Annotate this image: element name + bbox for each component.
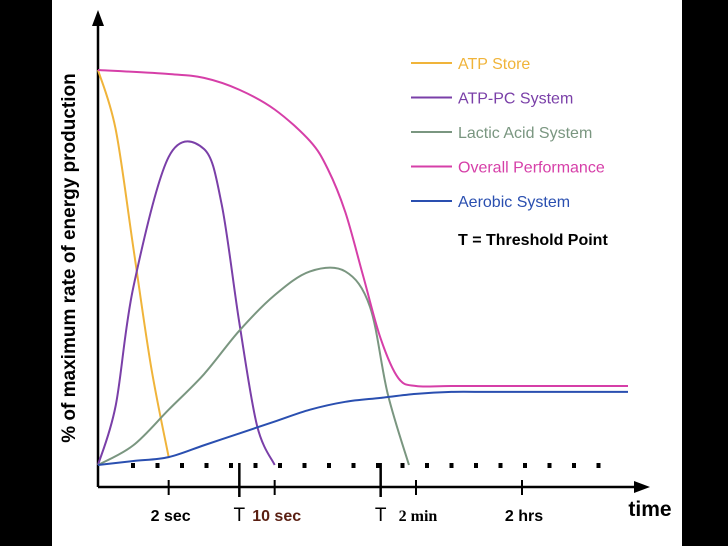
- baseline-dot: [425, 463, 429, 468]
- y-axis-arrow: [92, 10, 104, 26]
- series-line-overall-performance: [97, 69, 628, 388]
- x-tick-label: T: [234, 505, 246, 526]
- baseline-dot: [278, 463, 282, 468]
- legend-label: Overall Performance: [458, 160, 605, 177]
- series-line-aerobic-system: [97, 390, 628, 466]
- baseline-dot: [131, 463, 135, 468]
- baseline-dot: [253, 463, 258, 468]
- legend-label: Aerobic System: [458, 194, 570, 211]
- baseline-dot: [229, 463, 233, 468]
- baseline-dot: [449, 463, 454, 468]
- baseline-dot: [327, 463, 331, 468]
- series-line-lactic-acid-system: [97, 266, 410, 466]
- chart-panel: [52, 0, 682, 546]
- series-line-atp-pc-system: [97, 140, 276, 466]
- x-ticks: 2 sec T 10 sec T 2 min 2 hrs: [151, 463, 543, 526]
- baseline-dot: [498, 463, 503, 468]
- y-axis-label: % of maximum rate of energy production: [59, 73, 80, 443]
- x-tick-label: T: [375, 505, 387, 526]
- legend-threshold-note: T = Threshold Point: [458, 232, 608, 249]
- baseline-dot: [400, 463, 405, 468]
- baseline-dot: [180, 463, 184, 468]
- baseline-dot: [474, 463, 478, 468]
- baseline-dot: [204, 463, 209, 468]
- baseline-dot: [523, 463, 527, 468]
- baseline-dot: [547, 463, 552, 468]
- x-tick-label: 10 sec: [252, 508, 301, 525]
- legend-label: ATP-PC System: [458, 91, 573, 108]
- x-axis-arrow: [634, 481, 650, 493]
- x-axis-label: time: [628, 498, 671, 521]
- baseline-dot: [302, 463, 307, 468]
- baseline-dot: [155, 463, 160, 468]
- baseline-dot: [351, 463, 356, 468]
- baseline-dot: [572, 463, 576, 468]
- legend-label: ATP Store: [458, 56, 530, 73]
- series-lines: [97, 69, 628, 466]
- baseline-dot: [376, 463, 380, 468]
- axes: [92, 10, 650, 493]
- x-tick-label: 2 hrs: [505, 508, 543, 525]
- x-tick-label: 2 min: [399, 508, 438, 525]
- legend: ATP Store ATP-PC System Lactic Acid System…: [411, 56, 608, 249]
- legend-label: Lactic Acid System: [458, 125, 592, 142]
- baseline-dot: [596, 463, 601, 468]
- series-line-atp-store: [97, 69, 170, 458]
- x-tick-label: 2 sec: [151, 508, 191, 525]
